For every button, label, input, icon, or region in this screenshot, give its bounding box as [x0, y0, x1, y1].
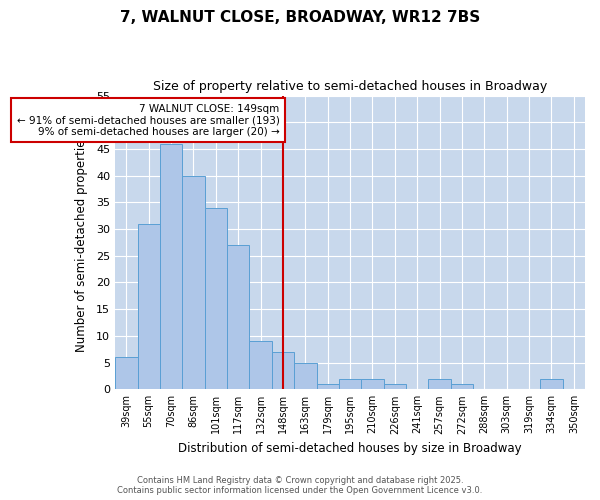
Y-axis label: Number of semi-detached properties: Number of semi-detached properties [75, 133, 88, 352]
Bar [451, 384, 473, 390]
Text: 7 WALNUT CLOSE: 149sqm
← 91% of semi-detached houses are smaller (193)
9% of sem: 7 WALNUT CLOSE: 149sqm ← 91% of semi-det… [17, 104, 280, 137]
Bar [294, 362, 317, 390]
Bar [160, 144, 182, 390]
X-axis label: Distribution of semi-detached houses by size in Broadway: Distribution of semi-detached houses by … [178, 442, 522, 455]
Bar [317, 384, 339, 390]
Bar [115, 358, 137, 390]
Bar [227, 245, 250, 390]
Bar [205, 208, 227, 390]
Bar [540, 378, 563, 390]
Bar [383, 384, 406, 390]
Text: 7, WALNUT CLOSE, BROADWAY, WR12 7BS: 7, WALNUT CLOSE, BROADWAY, WR12 7BS [120, 10, 480, 25]
Bar [182, 176, 205, 390]
Bar [137, 224, 160, 390]
Text: Contains HM Land Registry data © Crown copyright and database right 2025.
Contai: Contains HM Land Registry data © Crown c… [118, 476, 482, 495]
Bar [339, 378, 361, 390]
Bar [272, 352, 294, 390]
Bar [361, 378, 383, 390]
Bar [250, 341, 272, 390]
Title: Size of property relative to semi-detached houses in Broadway: Size of property relative to semi-detach… [153, 80, 547, 93]
Bar [428, 378, 451, 390]
